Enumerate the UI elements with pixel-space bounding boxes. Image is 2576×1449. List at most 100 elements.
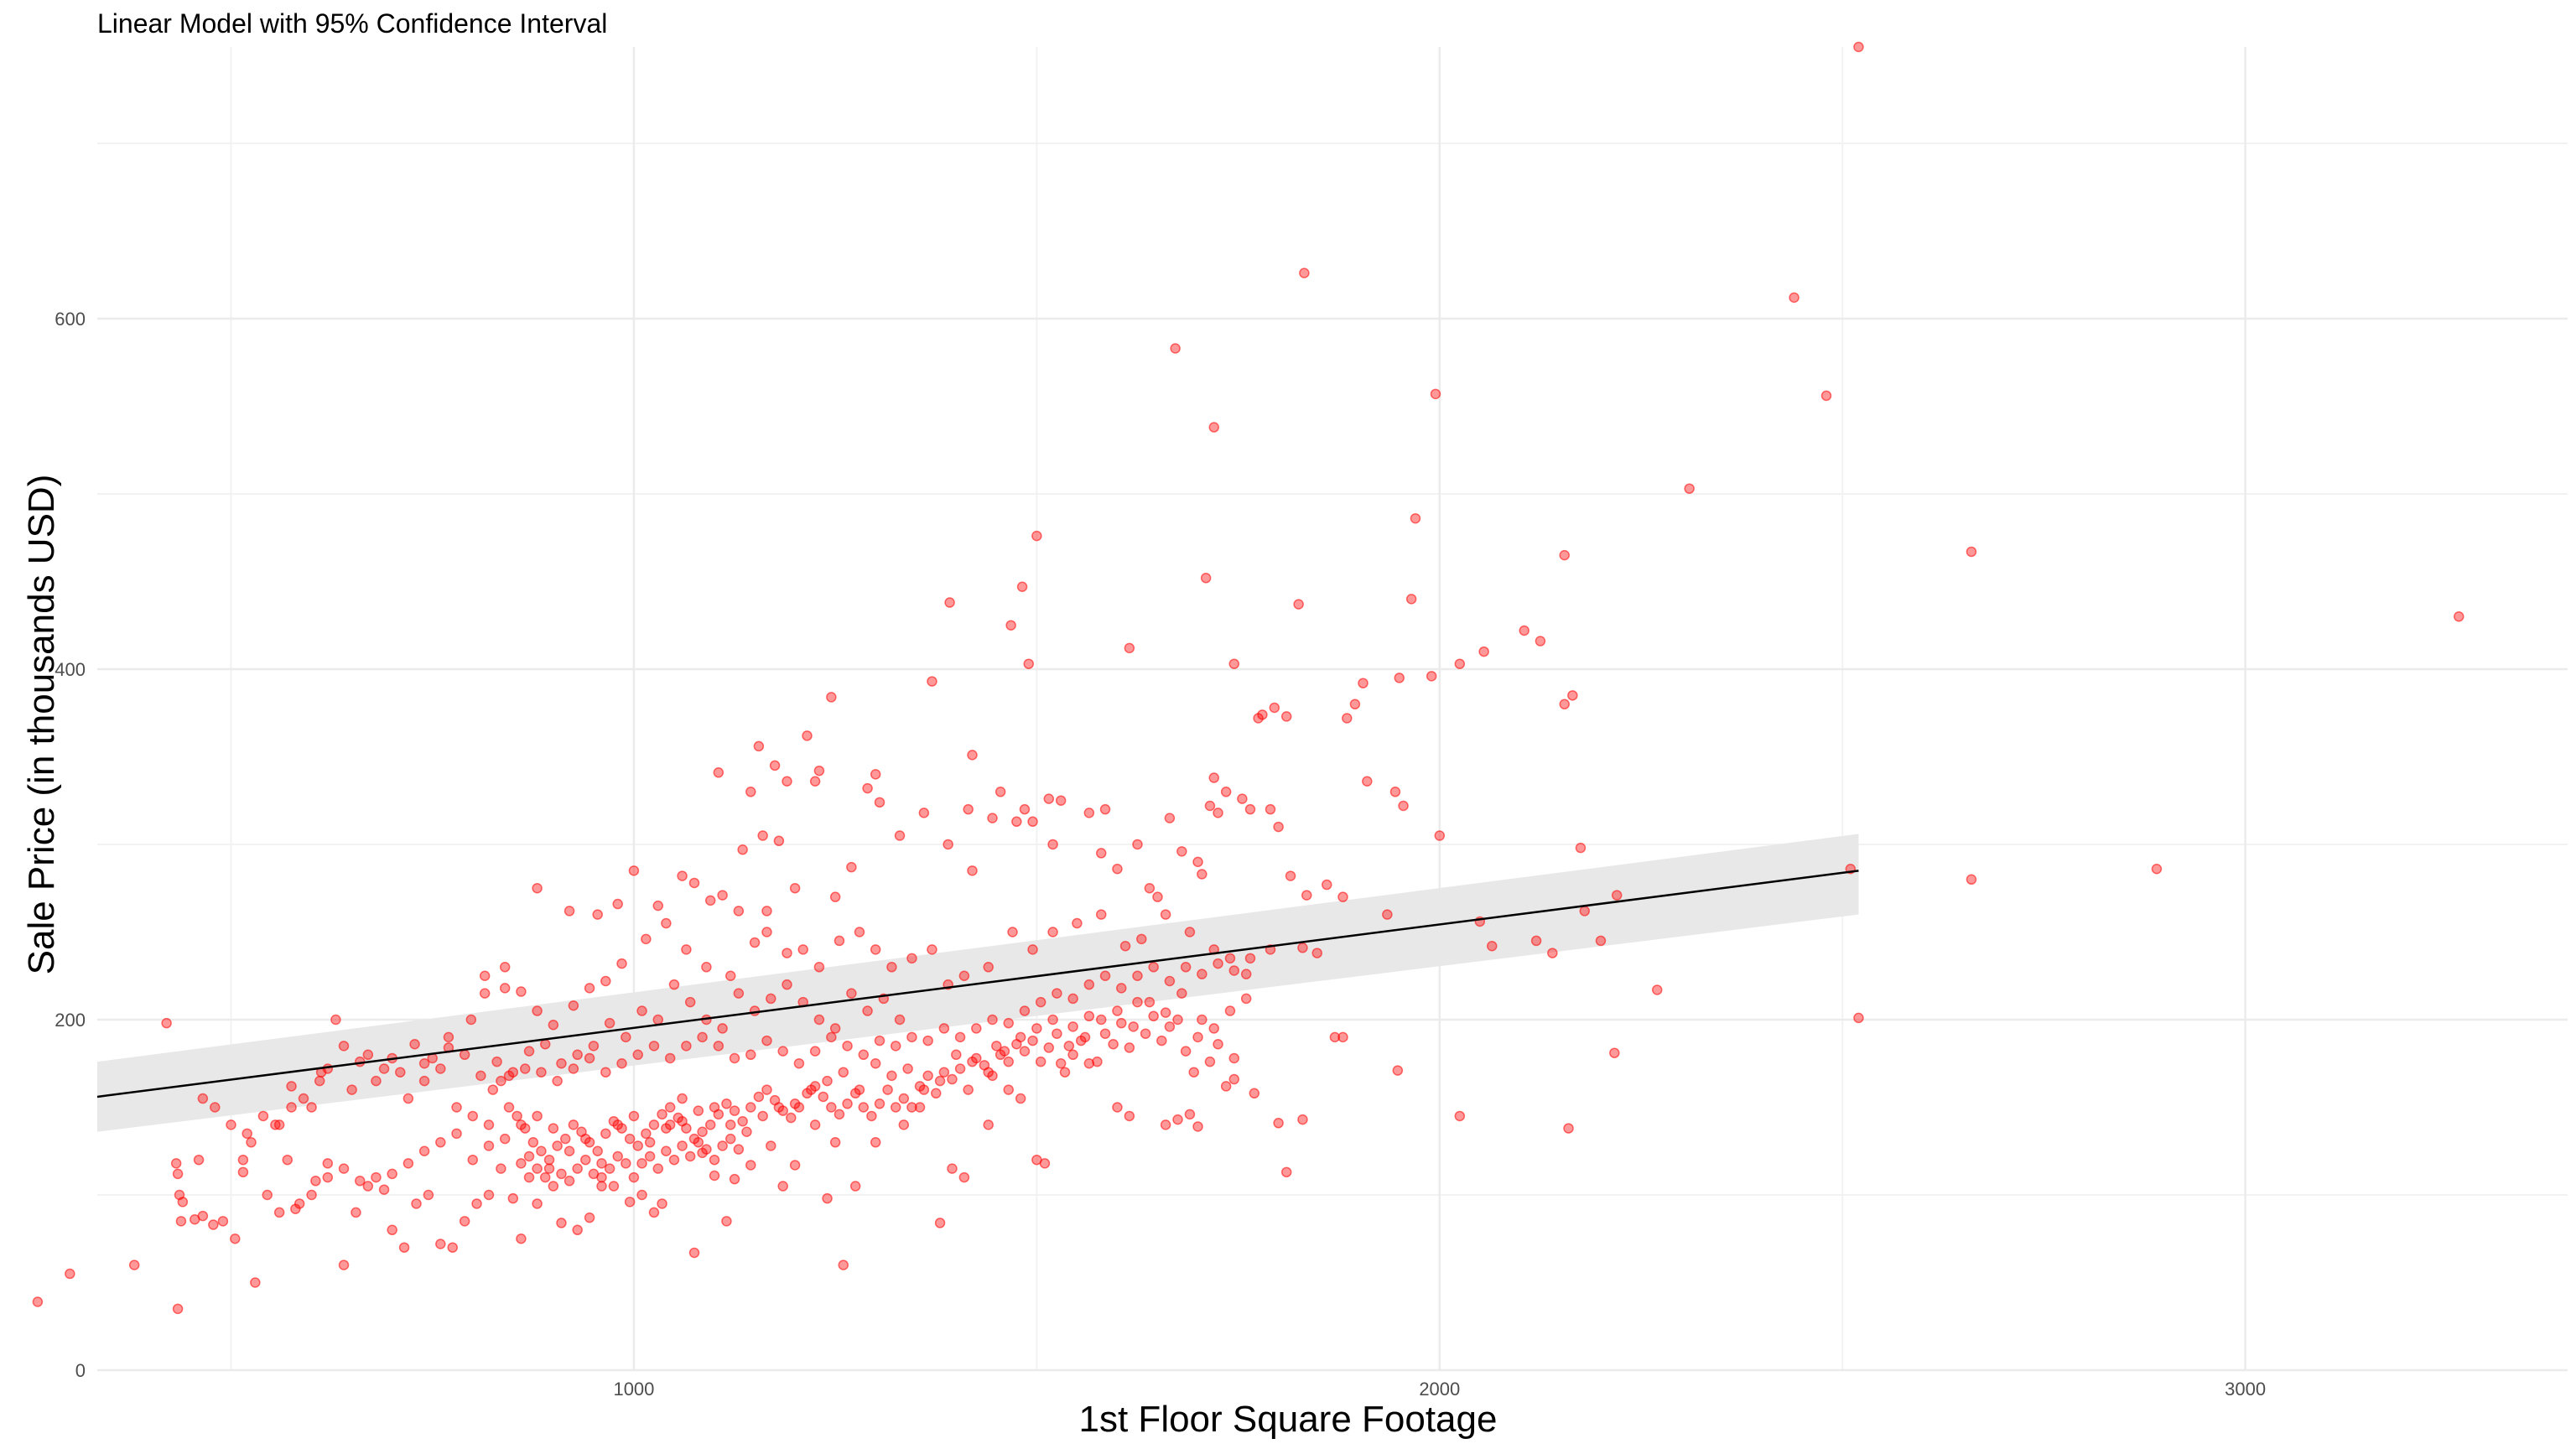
data-point	[1075, 1035, 1087, 1046]
data-point	[1156, 1035, 1167, 1046]
data-point	[1208, 1023, 1220, 1034]
data-point	[608, 1115, 620, 1127]
data-point	[664, 1052, 676, 1064]
data-point	[1197, 869, 1208, 880]
data-point	[1188, 1067, 1199, 1078]
data-point	[507, 1192, 519, 1204]
data-point	[782, 979, 792, 990]
data-point	[290, 1203, 301, 1214]
data-point	[1184, 927, 1196, 937]
data-point	[761, 927, 772, 937]
data-point	[556, 1057, 567, 1069]
data-point	[636, 1189, 647, 1201]
data-point	[503, 1102, 515, 1113]
data-point	[906, 953, 917, 964]
data-point	[681, 1123, 692, 1134]
data-point	[664, 1102, 676, 1113]
data-point	[741, 1126, 752, 1138]
data-point	[1016, 581, 1028, 592]
data-point	[724, 1119, 736, 1130]
data-point	[523, 1171, 535, 1183]
data-point	[548, 1181, 559, 1192]
data-point	[1392, 1065, 1404, 1076]
data-point	[1426, 671, 1437, 682]
data-point	[208, 1219, 219, 1230]
data-point	[733, 906, 745, 917]
data-point	[733, 1144, 745, 1155]
data-point	[346, 1084, 357, 1095]
data-point	[724, 970, 736, 981]
data-point	[1116, 983, 1127, 994]
data-point	[496, 1075, 506, 1087]
data-point	[701, 1144, 712, 1155]
data-point	[451, 1128, 462, 1140]
data-point	[1224, 953, 1236, 964]
data-point	[487, 1084, 499, 1095]
data-point	[1519, 625, 1530, 636]
data-point	[2454, 611, 2464, 622]
data-point	[753, 1091, 765, 1103]
data-point	[1027, 816, 1038, 828]
data-point	[1180, 1046, 1192, 1057]
y-tick-label: 600	[55, 309, 86, 330]
data-point	[1579, 906, 1590, 917]
data-point	[1269, 702, 1280, 714]
data-point	[1176, 846, 1187, 857]
data-point	[237, 1154, 249, 1166]
data-point	[1789, 292, 1800, 304]
data-point	[1389, 787, 1401, 797]
data-point	[1204, 1056, 1216, 1067]
data-point	[849, 1088, 861, 1099]
data-point	[967, 865, 978, 876]
data-point	[1055, 1057, 1067, 1069]
data-point	[270, 1119, 281, 1130]
data-point	[745, 1102, 756, 1113]
data-point	[677, 1140, 688, 1151]
data-point	[1095, 909, 1107, 920]
data-point	[1853, 1012, 1864, 1024]
data-point	[172, 1303, 184, 1315]
data-point	[1204, 800, 1216, 812]
data-point	[1160, 909, 1171, 920]
data-point	[552, 1140, 563, 1151]
data-point	[564, 1176, 575, 1187]
data-point	[971, 1023, 982, 1034]
data-point	[262, 1189, 273, 1201]
data-point	[1124, 642, 1135, 654]
data-point	[1031, 1023, 1042, 1034]
data-point	[479, 970, 491, 981]
y-tick-label: 0	[75, 1360, 86, 1381]
data-point	[1144, 996, 1156, 1008]
data-point	[826, 692, 837, 703]
data-point	[713, 1109, 724, 1120]
data-point	[777, 1046, 788, 1057]
data-point	[628, 865, 640, 876]
data-point	[338, 1163, 350, 1174]
data-point	[175, 1216, 187, 1227]
data-point	[628, 1110, 640, 1122]
data-point	[516, 1233, 527, 1244]
data-point	[532, 882, 543, 894]
data-point	[190, 1214, 200, 1225]
data-point	[1164, 813, 1176, 823]
data-point	[600, 1128, 611, 1140]
data-point	[829, 891, 841, 902]
data-point	[1228, 1052, 1240, 1064]
data-point	[378, 1184, 390, 1195]
data-point	[1063, 1041, 1075, 1052]
data-point	[769, 1094, 781, 1106]
data-point	[402, 1093, 414, 1104]
data-point	[661, 917, 672, 929]
data-point	[1116, 1017, 1127, 1029]
data-point	[684, 1150, 696, 1162]
data-point	[701, 962, 712, 973]
data-point	[693, 1105, 704, 1116]
data-point	[757, 830, 768, 841]
data-point	[1322, 879, 1332, 891]
data-point	[479, 988, 491, 999]
data-point	[572, 1163, 583, 1174]
data-point	[979, 1060, 990, 1071]
data-point	[1031, 1154, 1042, 1166]
data-point	[886, 962, 897, 973]
data-point	[697, 1031, 708, 1043]
